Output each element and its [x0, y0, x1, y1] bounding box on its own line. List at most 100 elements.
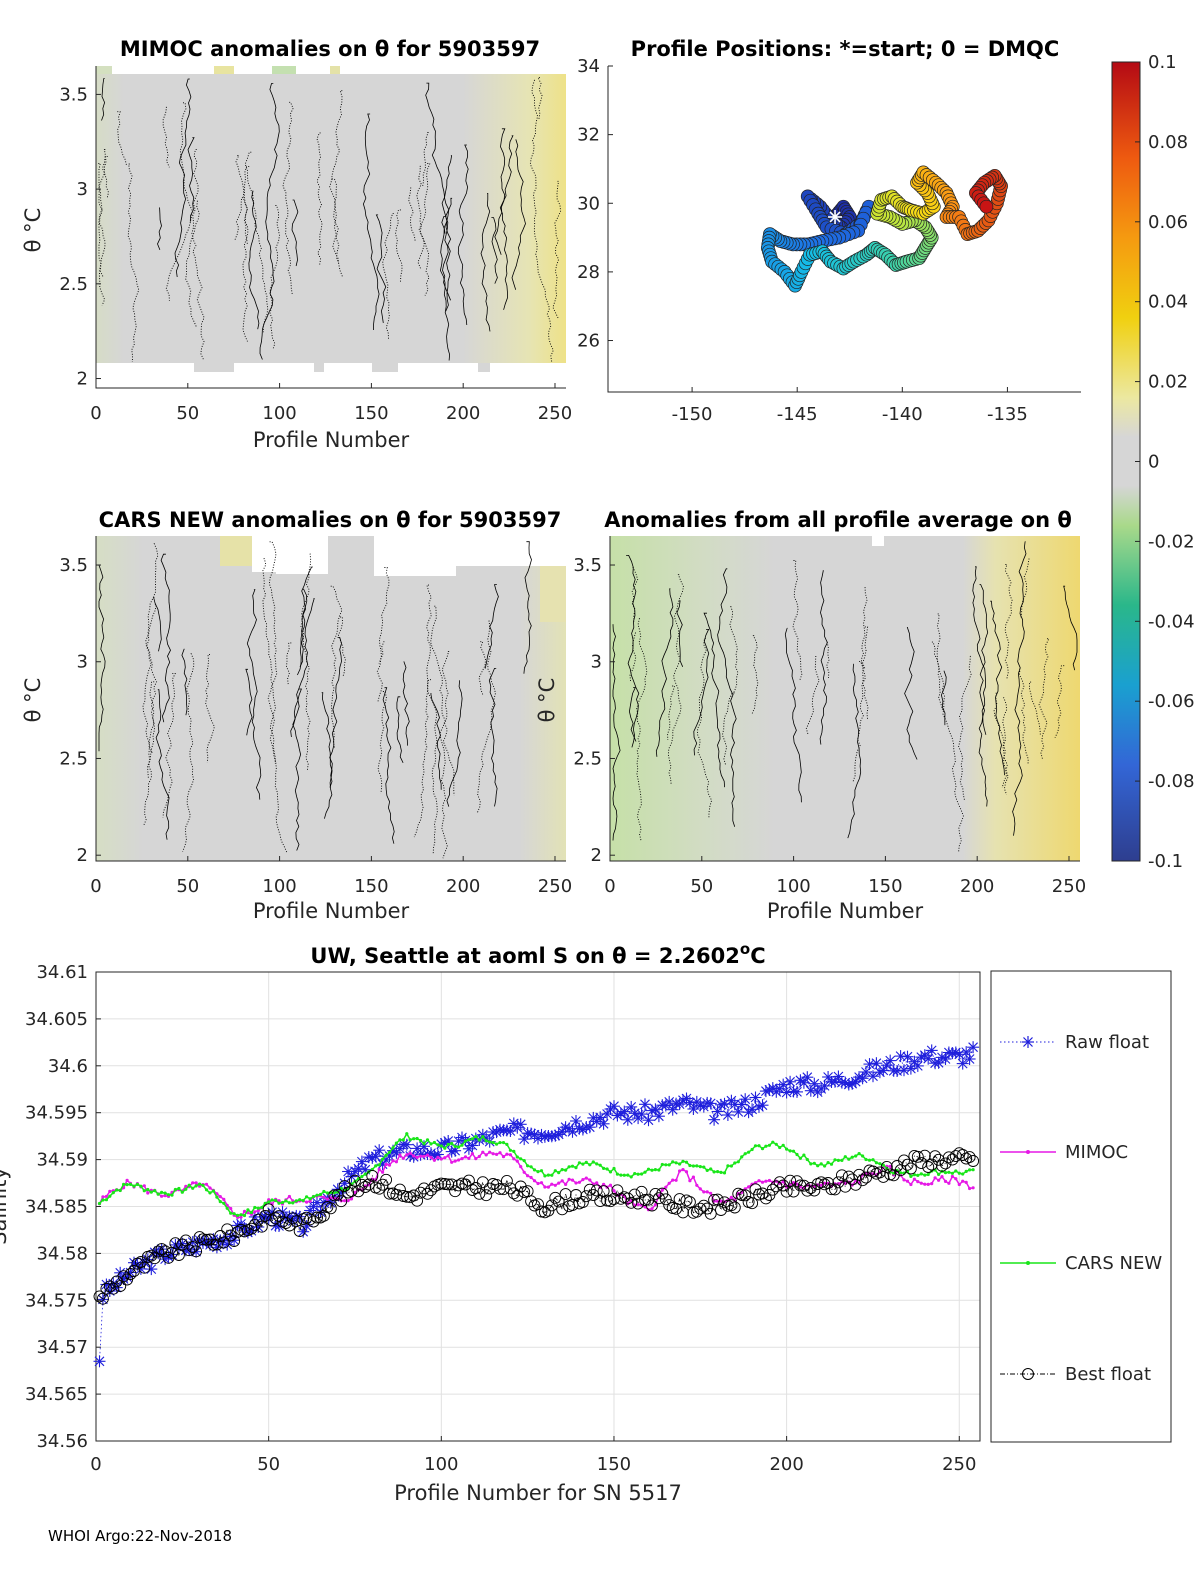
cars-heatmap-gap: [456, 536, 566, 566]
contour-line: [181, 648, 188, 716]
cars-point: [871, 1158, 875, 1162]
cars-point: [274, 1198, 278, 1203]
best-float-point: [628, 1188, 641, 1201]
contour-line: [847, 663, 862, 839]
mimoc-point: [909, 1182, 913, 1187]
best-float-point: [155, 1243, 168, 1256]
y-tick-label: 3.5: [59, 555, 88, 576]
best-float-point: [611, 1184, 624, 1197]
mimoc-point: [242, 1209, 247, 1213]
cars-point: [691, 1164, 696, 1168]
best-float-point: [183, 1244, 196, 1257]
best-float-point: [860, 1171, 872, 1184]
cars-point: [743, 1152, 747, 1156]
mimoc-point: [539, 1181, 544, 1185]
cars-point: [270, 1198, 274, 1202]
best-float-point: [507, 1187, 520, 1200]
cars-point: [184, 1187, 188, 1191]
mimoc-point: [705, 1190, 709, 1194]
mimoc-ylabel: θ °C: [21, 208, 45, 253]
best-float-point: [904, 1162, 917, 1175]
cars-point: [829, 1162, 834, 1166]
cars-point: [532, 1168, 537, 1172]
mimoc-point: [474, 1157, 478, 1161]
cars-point: [519, 1157, 523, 1161]
cars-point: [108, 1194, 112, 1198]
contour-line: [153, 596, 162, 652]
cars-point: [760, 1147, 765, 1151]
mimoc-point: [667, 1181, 671, 1185]
mimoc-point: [508, 1153, 512, 1157]
x-tick-label: 200: [960, 876, 994, 897]
best-float-point: [804, 1182, 817, 1194]
cars-point: [484, 1139, 488, 1143]
mimoc-point: [450, 1160, 454, 1164]
colorbar-tick-label: -0.02: [1148, 531, 1195, 552]
cars-point: [460, 1143, 464, 1147]
cars-point: [950, 1171, 955, 1175]
mimoc-point: [146, 1191, 150, 1195]
cars-point: [636, 1172, 640, 1176]
mimoc-point: [463, 1155, 468, 1159]
best-float-point: [946, 1153, 959, 1166]
cars-point: [633, 1172, 637, 1176]
positions-ticks: -150 -145 -140 -135 34 32 30 28 26: [577, 56, 1028, 425]
cars-point: [287, 1201, 291, 1205]
x-tick-label: 50: [257, 1454, 280, 1475]
raw-float-point: [898, 1064, 910, 1077]
mimoc-point: [933, 1176, 937, 1180]
mimoc-point: [698, 1187, 702, 1191]
best-float-point: [172, 1249, 185, 1261]
mimoc-point: [277, 1199, 281, 1203]
cars-point: [360, 1174, 364, 1179]
mimoc-point: [229, 1206, 233, 1211]
best-float-point: [867, 1165, 879, 1178]
mimoc-heatmap: [96, 74, 566, 363]
mimoc-point: [305, 1200, 309, 1204]
cars-point: [201, 1183, 205, 1187]
contour-line: [98, 162, 106, 278]
x-tick-label: 50: [176, 403, 199, 424]
cars-point: [529, 1165, 533, 1169]
cars-point: [170, 1193, 174, 1197]
cars-point: [474, 1134, 478, 1139]
mimoc-point: [477, 1154, 481, 1159]
mimoc-point: [750, 1182, 754, 1186]
mimoc-point: [781, 1180, 785, 1184]
raw-float-point: [956, 1057, 969, 1070]
allavg-heatmap: [610, 536, 1080, 861]
colorbar-tick-label: 0.04: [1148, 292, 1188, 313]
cars-point: [408, 1138, 412, 1142]
cars-point: [443, 1146, 447, 1150]
allavg-title: Anomalies from all profile average on θ: [604, 508, 1072, 532]
best-float-point: [324, 1202, 337, 1215]
best-float-point: [152, 1245, 165, 1258]
best-float-point: [335, 1195, 348, 1208]
x-tick-label: -140: [882, 404, 923, 425]
cars-point: [543, 1174, 547, 1178]
best-float-point: [311, 1211, 323, 1224]
mimoc-point: [529, 1175, 533, 1180]
cars-point: [163, 1191, 167, 1195]
cars-point: [788, 1149, 792, 1153]
mimoc-point: [467, 1156, 471, 1160]
mimoc-point: [267, 1198, 271, 1202]
cars-point: [166, 1193, 171, 1197]
mimoc-point: [436, 1155, 440, 1159]
cars-point: [640, 1172, 644, 1176]
contour-line: [316, 132, 323, 265]
best-float-point: [735, 1189, 748, 1201]
mimoc-point: [515, 1159, 519, 1163]
best-float-point: [694, 1202, 707, 1215]
cars-point: [211, 1189, 215, 1193]
contour-line: [1054, 665, 1065, 738]
best-float-point: [911, 1150, 924, 1163]
cars-point: [194, 1184, 198, 1188]
cars-contours: [98, 541, 532, 859]
cars-point: [684, 1160, 689, 1164]
x-tick-label: -145: [777, 404, 818, 425]
cars-point: [277, 1201, 281, 1205]
salinity-series: [93, 1041, 980, 1368]
mimoc-point: [926, 1182, 930, 1186]
contour-line: [426, 679, 438, 854]
